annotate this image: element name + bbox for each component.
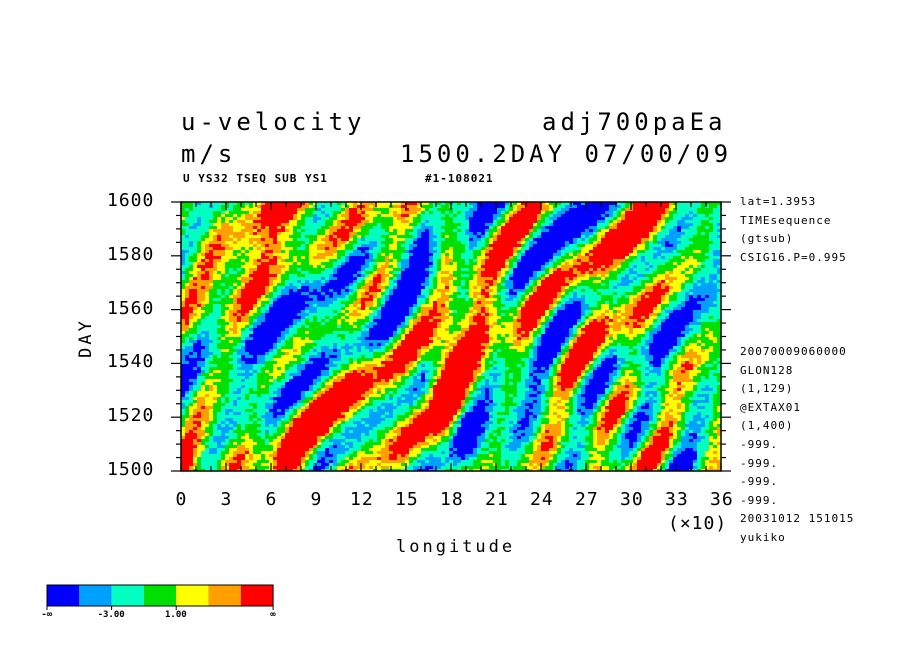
- side-info-line: lat=1.3953: [740, 195, 817, 208]
- y-tick-label: 1500: [107, 459, 155, 480]
- colorbar-swatch: [47, 585, 80, 606]
- colorbar-label: 1.00: [165, 610, 187, 620]
- x-tick-label: 18: [440, 489, 464, 510]
- x-tick-label: 21: [485, 489, 509, 510]
- x-tick-label: 12: [350, 489, 374, 510]
- side-info-line: (gtsub): [740, 232, 794, 246]
- chart-title: u-velocity: [181, 108, 366, 136]
- colorbar-label: -∞: [41, 610, 53, 620]
- x-tick-label: 15: [395, 489, 419, 510]
- x-tick-label: 6: [265, 489, 278, 510]
- colorbar-frame: [46, 584, 274, 607]
- side-info-line: CSIG16.P=0.995: [740, 250, 847, 264]
- side-info-line: -999.: [740, 438, 779, 451]
- side-info-line: -999.: [740, 456, 779, 470]
- colorbar: [46, 584, 274, 610]
- side-info-line: 20070009060000: [740, 345, 847, 358]
- side-info-line: @EXTAX01: [740, 400, 801, 414]
- colorbar-label: ∞: [270, 610, 276, 620]
- x-tick-label: 24: [530, 489, 554, 510]
- side-info-line: -999.: [740, 493, 779, 507]
- x-multiplier-label: (×10): [668, 513, 728, 534]
- x-tick-label: 27: [575, 489, 599, 510]
- colorbar-swatch: [240, 585, 274, 606]
- y-tick-label: 1560: [107, 297, 155, 319]
- x-tick-label: 0: [175, 489, 188, 510]
- y-tick-label: 1580: [107, 243, 155, 265]
- time-label: 1500.2DAY 07/00/09: [400, 140, 733, 168]
- colorbar-label: -3.00: [97, 610, 125, 620]
- colorbar-swatch: [208, 585, 241, 606]
- plot-frame: [180, 201, 722, 472]
- side-info-line: -999.: [740, 475, 779, 489]
- side-info-line: yukiko: [740, 531, 786, 544]
- x-tick-label: 36: [710, 489, 734, 510]
- x-tick-label: 33: [665, 489, 689, 510]
- x-axis-label: longitude: [396, 537, 516, 557]
- units-label: m/s: [181, 140, 237, 168]
- axis-ticks: [171, 201, 731, 472]
- side-info-line: (1,400): [740, 419, 794, 433]
- y-tick-label: 1540: [107, 351, 155, 373]
- x-tick-label: 9: [310, 489, 323, 510]
- colorbar-swatch: [111, 585, 144, 606]
- y-axis-label: DAY: [75, 318, 96, 358]
- dataset-name: adj700paEa: [542, 108, 727, 136]
- subtitle-right: #1-108021: [425, 172, 494, 185]
- x-tick-label: 30: [620, 489, 644, 510]
- side-info-line: TIMEsequence: [740, 213, 832, 227]
- side-info-line: GLON128: [740, 363, 794, 377]
- colorbar-swatch: [79, 585, 112, 606]
- subtitle-left: U YS32 TSEQ SUB YS1: [183, 172, 328, 185]
- x-tick-label: 3: [220, 489, 233, 510]
- colorbar-swatch: [176, 585, 209, 606]
- y-tick-label: 1600: [107, 190, 155, 211]
- heatmap-cells: [181, 202, 721, 471]
- side-info-line: (1,129): [740, 382, 794, 396]
- y-tick-label: 1520: [107, 405, 155, 427]
- colorbar-swatch: [143, 585, 177, 606]
- side-info-line: 20031012 151015: [740, 512, 855, 526]
